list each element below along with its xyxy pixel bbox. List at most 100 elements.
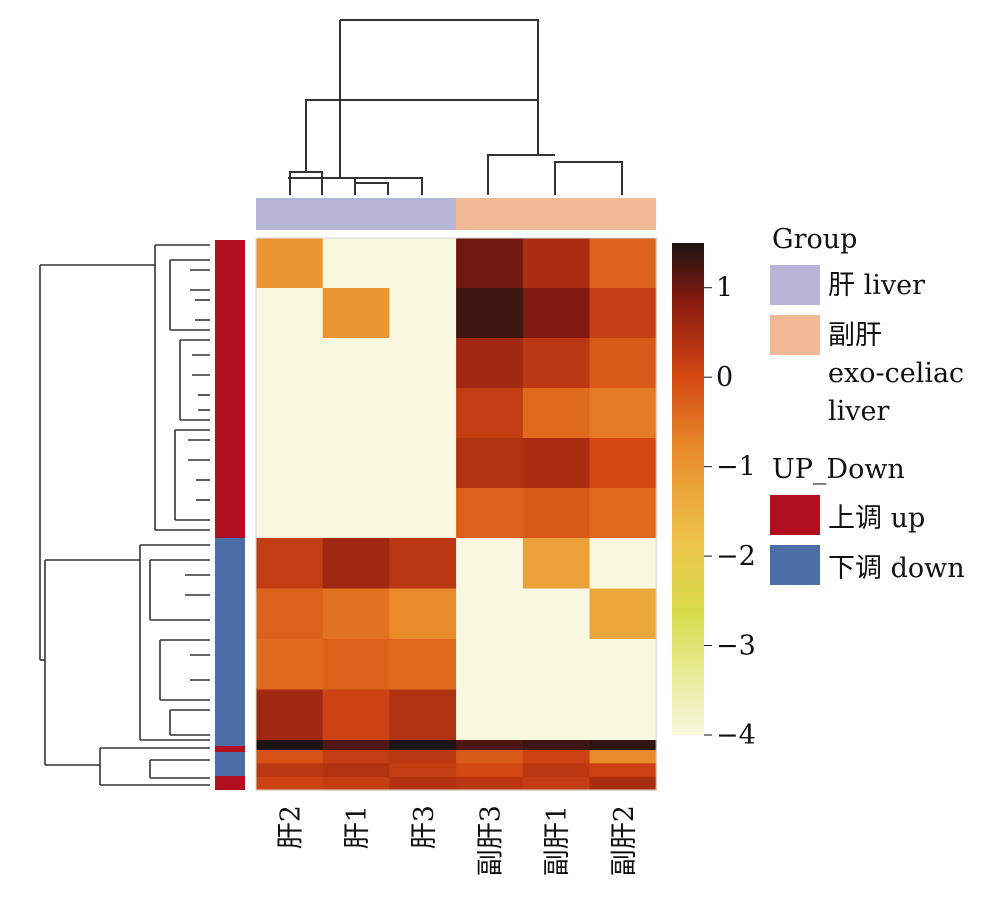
legend-updown-title: UP_Down	[772, 454, 905, 485]
heatmap-cell	[456, 538, 524, 590]
heatmap-cell	[389, 763, 457, 778]
heatmap-cell	[256, 639, 324, 691]
heatmap-cell	[456, 689, 524, 741]
row-updown-segment	[215, 746, 245, 752]
heatmap-cell	[456, 639, 524, 691]
heatmap-cell	[256, 438, 324, 489]
heatmap-cell	[456, 388, 524, 439]
row-updown-segment	[215, 240, 245, 538]
heatmap-cell	[522, 488, 591, 539]
heatmap-cell	[456, 438, 524, 489]
heatmap-cell	[522, 588, 591, 640]
heatmap-cell	[456, 588, 524, 640]
heatmap-cell	[456, 488, 524, 539]
legend-label-exo-celiac: 副肝	[828, 320, 882, 351]
heatmap-cell	[322, 763, 390, 778]
heatmap-cell	[522, 438, 591, 489]
column-label: 副肝2	[609, 805, 640, 876]
heatmap-cell	[589, 740, 657, 751]
heatmap-cell	[322, 776, 390, 791]
heatmap-cell	[256, 488, 324, 539]
heatmap-cell	[256, 588, 324, 640]
heatmap-cell	[256, 750, 324, 764]
heatmap-cells	[255, 237, 657, 791]
heatmap-cell	[389, 288, 457, 339]
heatmap-cell	[389, 538, 457, 590]
legend: Group 肝 liver 副肝 exo-celiac liver UP_Dow…	[770, 224, 965, 585]
legend-swatch-down	[770, 545, 820, 585]
legend-label-exo-celiac-line3: liver	[828, 396, 890, 427]
heatmap-cell	[522, 740, 591, 751]
heatmap-cell	[589, 238, 657, 289]
heatmap-cell	[522, 388, 591, 439]
heatmap-cell	[589, 388, 657, 439]
heatmap-cell	[589, 438, 657, 489]
heatmap-cell	[389, 689, 457, 741]
row-dendrogram	[39, 244, 210, 786]
heatmap-cell	[589, 763, 657, 778]
color-scale-tick-label: −2	[716, 541, 756, 572]
legend-swatch-exo-celiac	[770, 315, 820, 355]
heatmap-cell	[589, 750, 657, 764]
color-scale-bar	[672, 243, 704, 735]
heatmap-cell	[522, 750, 591, 764]
heatmap-cell	[256, 763, 324, 778]
heatmap-cell	[389, 438, 457, 489]
heatmap-cell	[322, 538, 390, 590]
heatmap-cell	[589, 689, 657, 741]
column-label: 肝1	[342, 805, 373, 849]
heatmap-cell	[322, 639, 390, 691]
heatmap-cell	[322, 438, 390, 489]
heatmap-cell	[322, 288, 390, 339]
heatmap-cell	[589, 488, 657, 539]
heatmap-cell	[522, 639, 591, 691]
heatmap-cell	[322, 750, 390, 764]
heatmap-cell	[522, 538, 591, 590]
heatmap-cell	[389, 588, 457, 640]
heatmap-cell	[456, 338, 524, 389]
column-label: 肝2	[275, 805, 306, 849]
row-updown-segment	[215, 776, 245, 790]
heatmap-cell	[322, 238, 390, 289]
heatmap-cell	[456, 763, 524, 778]
heatmap-cell	[389, 639, 457, 691]
legend-label-up: 上调 up	[828, 503, 925, 534]
heatmap-frame	[255, 237, 657, 791]
legend-label-down: 下调 down	[828, 553, 965, 584]
color-scale-tick-label: 0	[716, 362, 733, 393]
heatmap-cell	[456, 238, 524, 289]
column-label: 副肝3	[475, 805, 506, 876]
heatmap-cell	[256, 238, 324, 289]
heatmap-cell	[256, 776, 324, 791]
heatmap-cell	[256, 689, 324, 741]
heatmap-cell	[389, 388, 457, 439]
heatmap-cell	[589, 288, 657, 339]
heatmap-cell	[322, 488, 390, 539]
column-label: 肝3	[409, 805, 440, 849]
group-bar-liver	[256, 198, 456, 230]
heatmap-cell	[522, 763, 591, 778]
column-label: 副肝1	[542, 805, 573, 876]
heatmap-cell	[256, 740, 324, 751]
color-scale-tick-label: 1	[716, 273, 733, 304]
heatmap-cell	[389, 750, 457, 764]
column-dendrogram	[288, 19, 623, 195]
heatmap-cell	[522, 238, 591, 289]
heatmap-cell	[589, 538, 657, 590]
heatmap-cell	[589, 588, 657, 640]
heatmap-cell	[322, 338, 390, 389]
legend-swatch-liver	[770, 265, 820, 305]
heatmap-cell	[389, 776, 457, 791]
heatmap-cell	[256, 538, 324, 590]
heatmap-cell	[456, 750, 524, 764]
legend-label-liver: 肝 liver	[828, 270, 925, 301]
column-labels: 肝2 肝1 肝3 副肝3 副肝1 副肝2	[275, 805, 639, 876]
heatmap-cell	[456, 776, 524, 791]
heatmap-cell	[389, 740, 457, 751]
heatmap-cell	[389, 338, 457, 389]
group-bar-exo-celiac	[456, 198, 656, 230]
heatmap-cell	[389, 238, 457, 289]
heatmap-cell	[589, 776, 657, 791]
heatmap-cell	[322, 689, 390, 741]
